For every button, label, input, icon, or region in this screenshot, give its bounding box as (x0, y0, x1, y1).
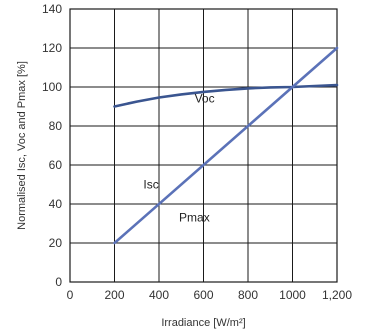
annotation-voc: Voc (195, 92, 215, 106)
series-line-voc (113, 83, 339, 108)
plot-border (69, 8, 338, 283)
x-tick-label: 800 (238, 288, 258, 302)
y-tick-label: 40 (49, 197, 63, 211)
x-tick-label: 400 (149, 288, 169, 302)
y-tick-label: 0 (55, 275, 62, 289)
x-tick-label: 200 (104, 288, 124, 302)
series-line-isc (113, 46, 339, 245)
y-tick-label: 140 (42, 2, 62, 16)
y-tick-label: 80 (49, 119, 63, 133)
y-tick-label: 100 (42, 80, 62, 94)
x-tick-label: 1,200 (322, 288, 352, 302)
plot-frame (69, 8, 338, 283)
annotation-isc: Isc (143, 177, 158, 191)
x-tick-label: 1000 (279, 288, 306, 302)
annotations: Voc Isc Pmax (143, 92, 214, 225)
series-lines (113, 46, 339, 245)
chart-grid (69, 8, 338, 283)
annotation-pmax: Pmax (179, 211, 210, 225)
x-tick-label: 0 (67, 288, 74, 302)
x-axis-label: Irradiance [W/m²] (161, 317, 245, 329)
tick-labels: 0 200 400 600 800 1000 1,200 0 20 40 60 80 100 120 140 (42, 2, 352, 302)
y-tick-label: 120 (42, 41, 62, 55)
x-tick-label: 600 (193, 288, 213, 302)
y-axis-label: Normalised Isc, Voc and Pmax [%] (16, 61, 28, 230)
y-tick-label: 20 (49, 236, 63, 250)
y-tick-label: 60 (49, 158, 63, 172)
